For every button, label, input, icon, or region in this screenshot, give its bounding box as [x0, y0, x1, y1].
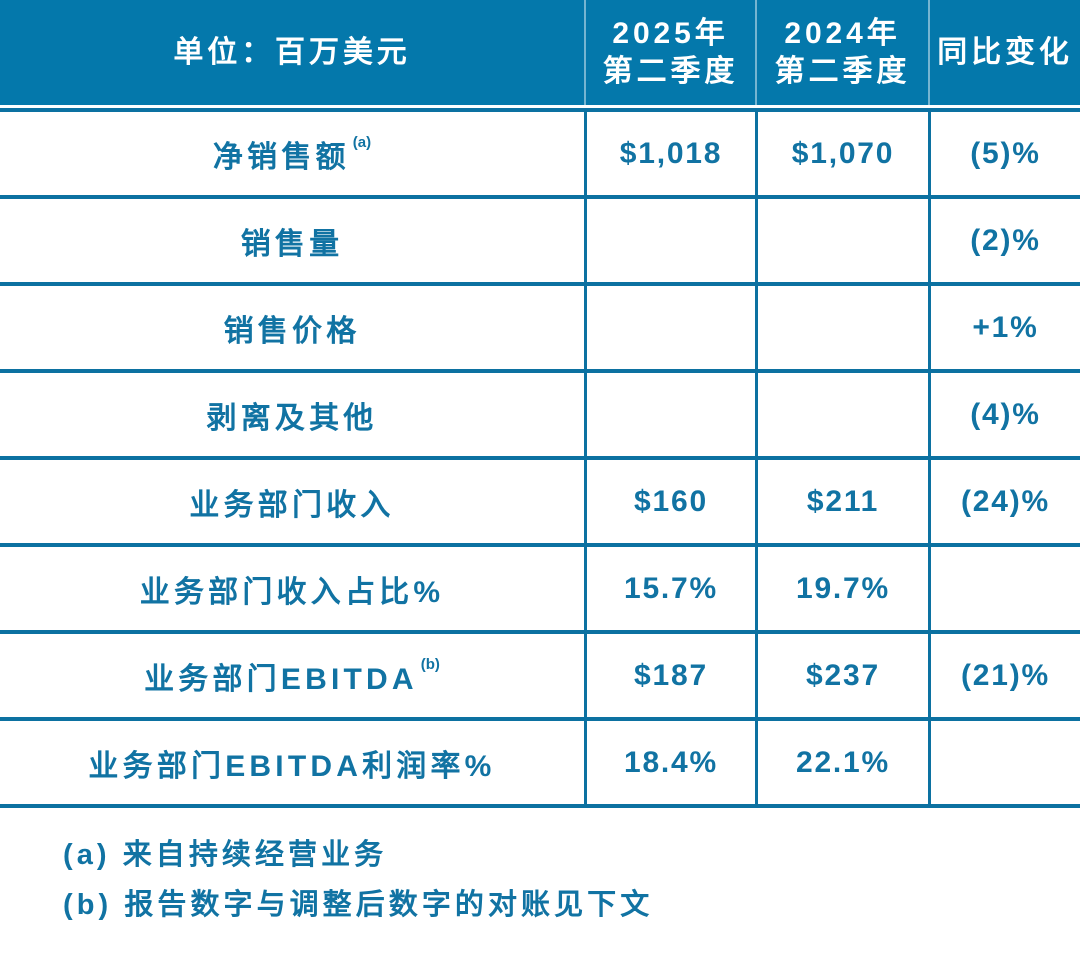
row-label: 业务部门收入 — [0, 460, 584, 543]
cell-yoy: (24)% — [928, 460, 1080, 543]
row-label-text: 销售价格 — [223, 314, 361, 348]
row-label-text: 剥离及其他 — [206, 401, 378, 435]
table-row-segment-income-margin: 业务部门收入占比% 15.7% 19.7% — [0, 543, 1080, 630]
cell-q2-2025: $160 — [584, 460, 755, 543]
table-row-segment-ebitda-margin: 业务部门EBITDA利润率% 18.4% 22.1% — [0, 717, 1080, 804]
header-yoy-change: 同比变化 — [928, 0, 1080, 105]
footnote-a: (a) 来自持续经营业务 — [63, 839, 388, 871]
row-label-text: 业务部门EBITDA — [144, 662, 418, 696]
cell-yoy: (21)% — [928, 634, 1080, 717]
cell-q2-2025: $187 — [584, 634, 755, 717]
cell-yoy — [928, 721, 1080, 804]
cell-q2-2024 — [755, 373, 928, 456]
cell-q2-2025: 15.7% — [584, 547, 755, 630]
row-label: 销售量 — [0, 199, 584, 282]
table-row-segment-income: 业务部门收入 $160 $211 (24)% — [0, 456, 1080, 543]
table-header-row: 单位：百万美元 2025年 第二季度 2024年 第二季度 同比变化 — [0, 0, 1080, 105]
cell-q2-2025 — [584, 373, 755, 456]
cell-q2-2025: 18.4% — [584, 721, 755, 804]
cell-q2-2024: 19.7% — [755, 547, 928, 630]
row-label-text: 销售量 — [240, 227, 344, 261]
cell-q2-2025 — [584, 286, 755, 369]
table-row-divestitures-other: 剥离及其他 (4)% — [0, 369, 1080, 456]
row-label: 业务部门EBITDA (b) — [0, 634, 584, 717]
table-body: 净销售额 (a) $1,018 $1,070 (5)% 销售量 (2)% 销售价格… — [0, 108, 1080, 808]
footnote-marker-b: (b) — [420, 656, 440, 673]
row-label-text: 业务部门EBITDA利润率% — [88, 749, 496, 783]
cell-q2-2024: $237 — [755, 634, 928, 717]
row-label: 净销售额 (a) — [0, 112, 584, 195]
header-q2-2024-line2: 第二季度 — [774, 54, 911, 88]
unit-label-text: 单位：百万美元 — [173, 35, 411, 69]
cell-yoy: (5)% — [928, 112, 1080, 195]
cell-q2-2024: 22.1% — [755, 721, 928, 804]
cell-yoy — [928, 547, 1080, 630]
cell-yoy: (2)% — [928, 199, 1080, 282]
cell-q2-2024: $211 — [755, 460, 928, 543]
footnotes: (a) 来自持续经营业务 (b) 报告数字与调整后数字的对账见下文 — [63, 830, 1080, 930]
header-q2-2025: 2025年 第二季度 — [584, 0, 755, 105]
row-label: 销售价格 — [0, 286, 584, 369]
footnote-marker-a: (a) — [352, 134, 372, 151]
cell-q2-2025 — [584, 199, 755, 282]
header-yoy-text: 同比变化 — [937, 35, 1073, 69]
header-q2-2024-line1: 2024年 — [784, 16, 901, 50]
cell-q2-2024 — [755, 286, 928, 369]
table-row-net-sales: 净销售额 (a) $1,018 $1,070 (5)% — [0, 108, 1080, 195]
header-unit-label: 单位：百万美元 — [0, 0, 584, 105]
row-label: 业务部门收入占比% — [0, 547, 584, 630]
row-label-text: 业务部门收入 — [189, 488, 395, 522]
cell-q2-2024: $1,070 — [755, 112, 928, 195]
financial-results-table: 单位：百万美元 2025年 第二季度 2024年 第二季度 同比变化 净销售额(… — [0, 0, 1080, 808]
row-label: 剥离及其他 — [0, 373, 584, 456]
header-q2-2024: 2024年 第二季度 — [755, 0, 928, 105]
cell-q2-2024 — [755, 199, 928, 282]
cell-q2-2025: $1,018 — [584, 112, 755, 195]
row-label-text: 净销售额 — [212, 140, 350, 174]
table-row-sales-volume: 销售量 (2)% — [0, 195, 1080, 282]
row-label: 业务部门EBITDA利润率% — [0, 721, 584, 804]
table-row-segment-ebitda: 业务部门EBITDA (b) $187 $237 (21)% — [0, 630, 1080, 717]
footnote-b: (b) 报告数字与调整后数字的对账见下文 — [63, 889, 654, 921]
header-q2-2025-line2: 第二季度 — [602, 54, 739, 88]
row-label-text: 业务部门收入占比% — [139, 575, 445, 609]
table-row-sales-price: 销售价格 +1% — [0, 282, 1080, 369]
cell-yoy: +1% — [928, 286, 1080, 369]
header-q2-2025-line1: 2025年 — [612, 16, 729, 50]
cell-yoy: (4)% — [928, 373, 1080, 456]
